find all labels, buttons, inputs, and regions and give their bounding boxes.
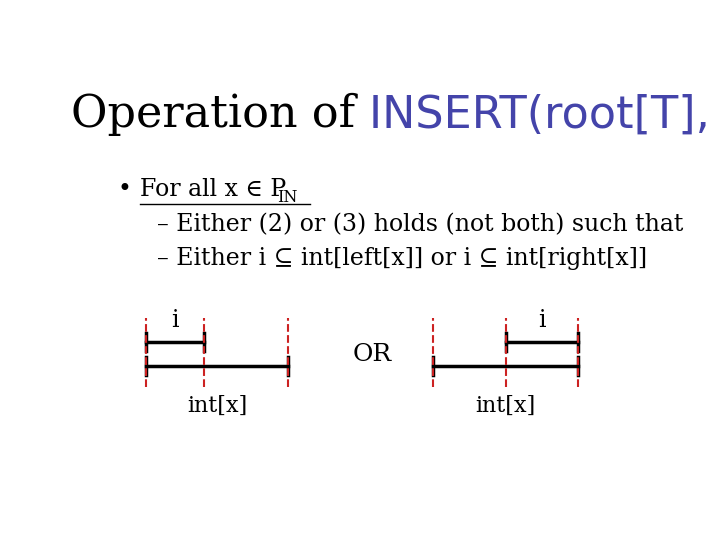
Text: i: i: [539, 309, 546, 332]
Text: IN: IN: [277, 190, 298, 206]
Text: For all x ∈ P: For all x ∈ P: [140, 178, 287, 201]
Text: •: •: [118, 178, 132, 201]
Text: Operation of: Operation of: [71, 93, 369, 136]
Text: INSERT(root[T], i): INSERT(root[T], i): [369, 93, 720, 136]
Text: int[x]: int[x]: [186, 395, 247, 416]
Text: – Either i ⊆ int[left[x]] or i ⊆ int[right[x]]: – Either i ⊆ int[left[x]] or i ⊆ int[rig…: [157, 247, 647, 269]
Text: – Either (2) or (3) holds (not both) such that: – Either (2) or (3) holds (not both) suc…: [157, 213, 683, 237]
Text: int[x]: int[x]: [476, 395, 536, 416]
Text: OR: OR: [352, 343, 392, 366]
Text: i: i: [171, 309, 179, 332]
